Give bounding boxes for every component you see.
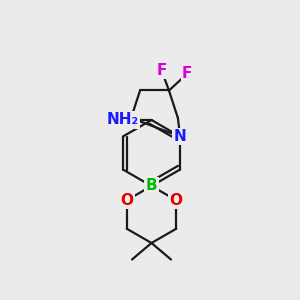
Text: N: N (174, 129, 187, 144)
Text: O: O (120, 193, 133, 208)
Text: F: F (182, 67, 192, 82)
Text: B: B (146, 178, 157, 194)
Text: NH₂: NH₂ (107, 112, 139, 128)
Text: O: O (170, 193, 183, 208)
Text: F: F (156, 63, 167, 78)
